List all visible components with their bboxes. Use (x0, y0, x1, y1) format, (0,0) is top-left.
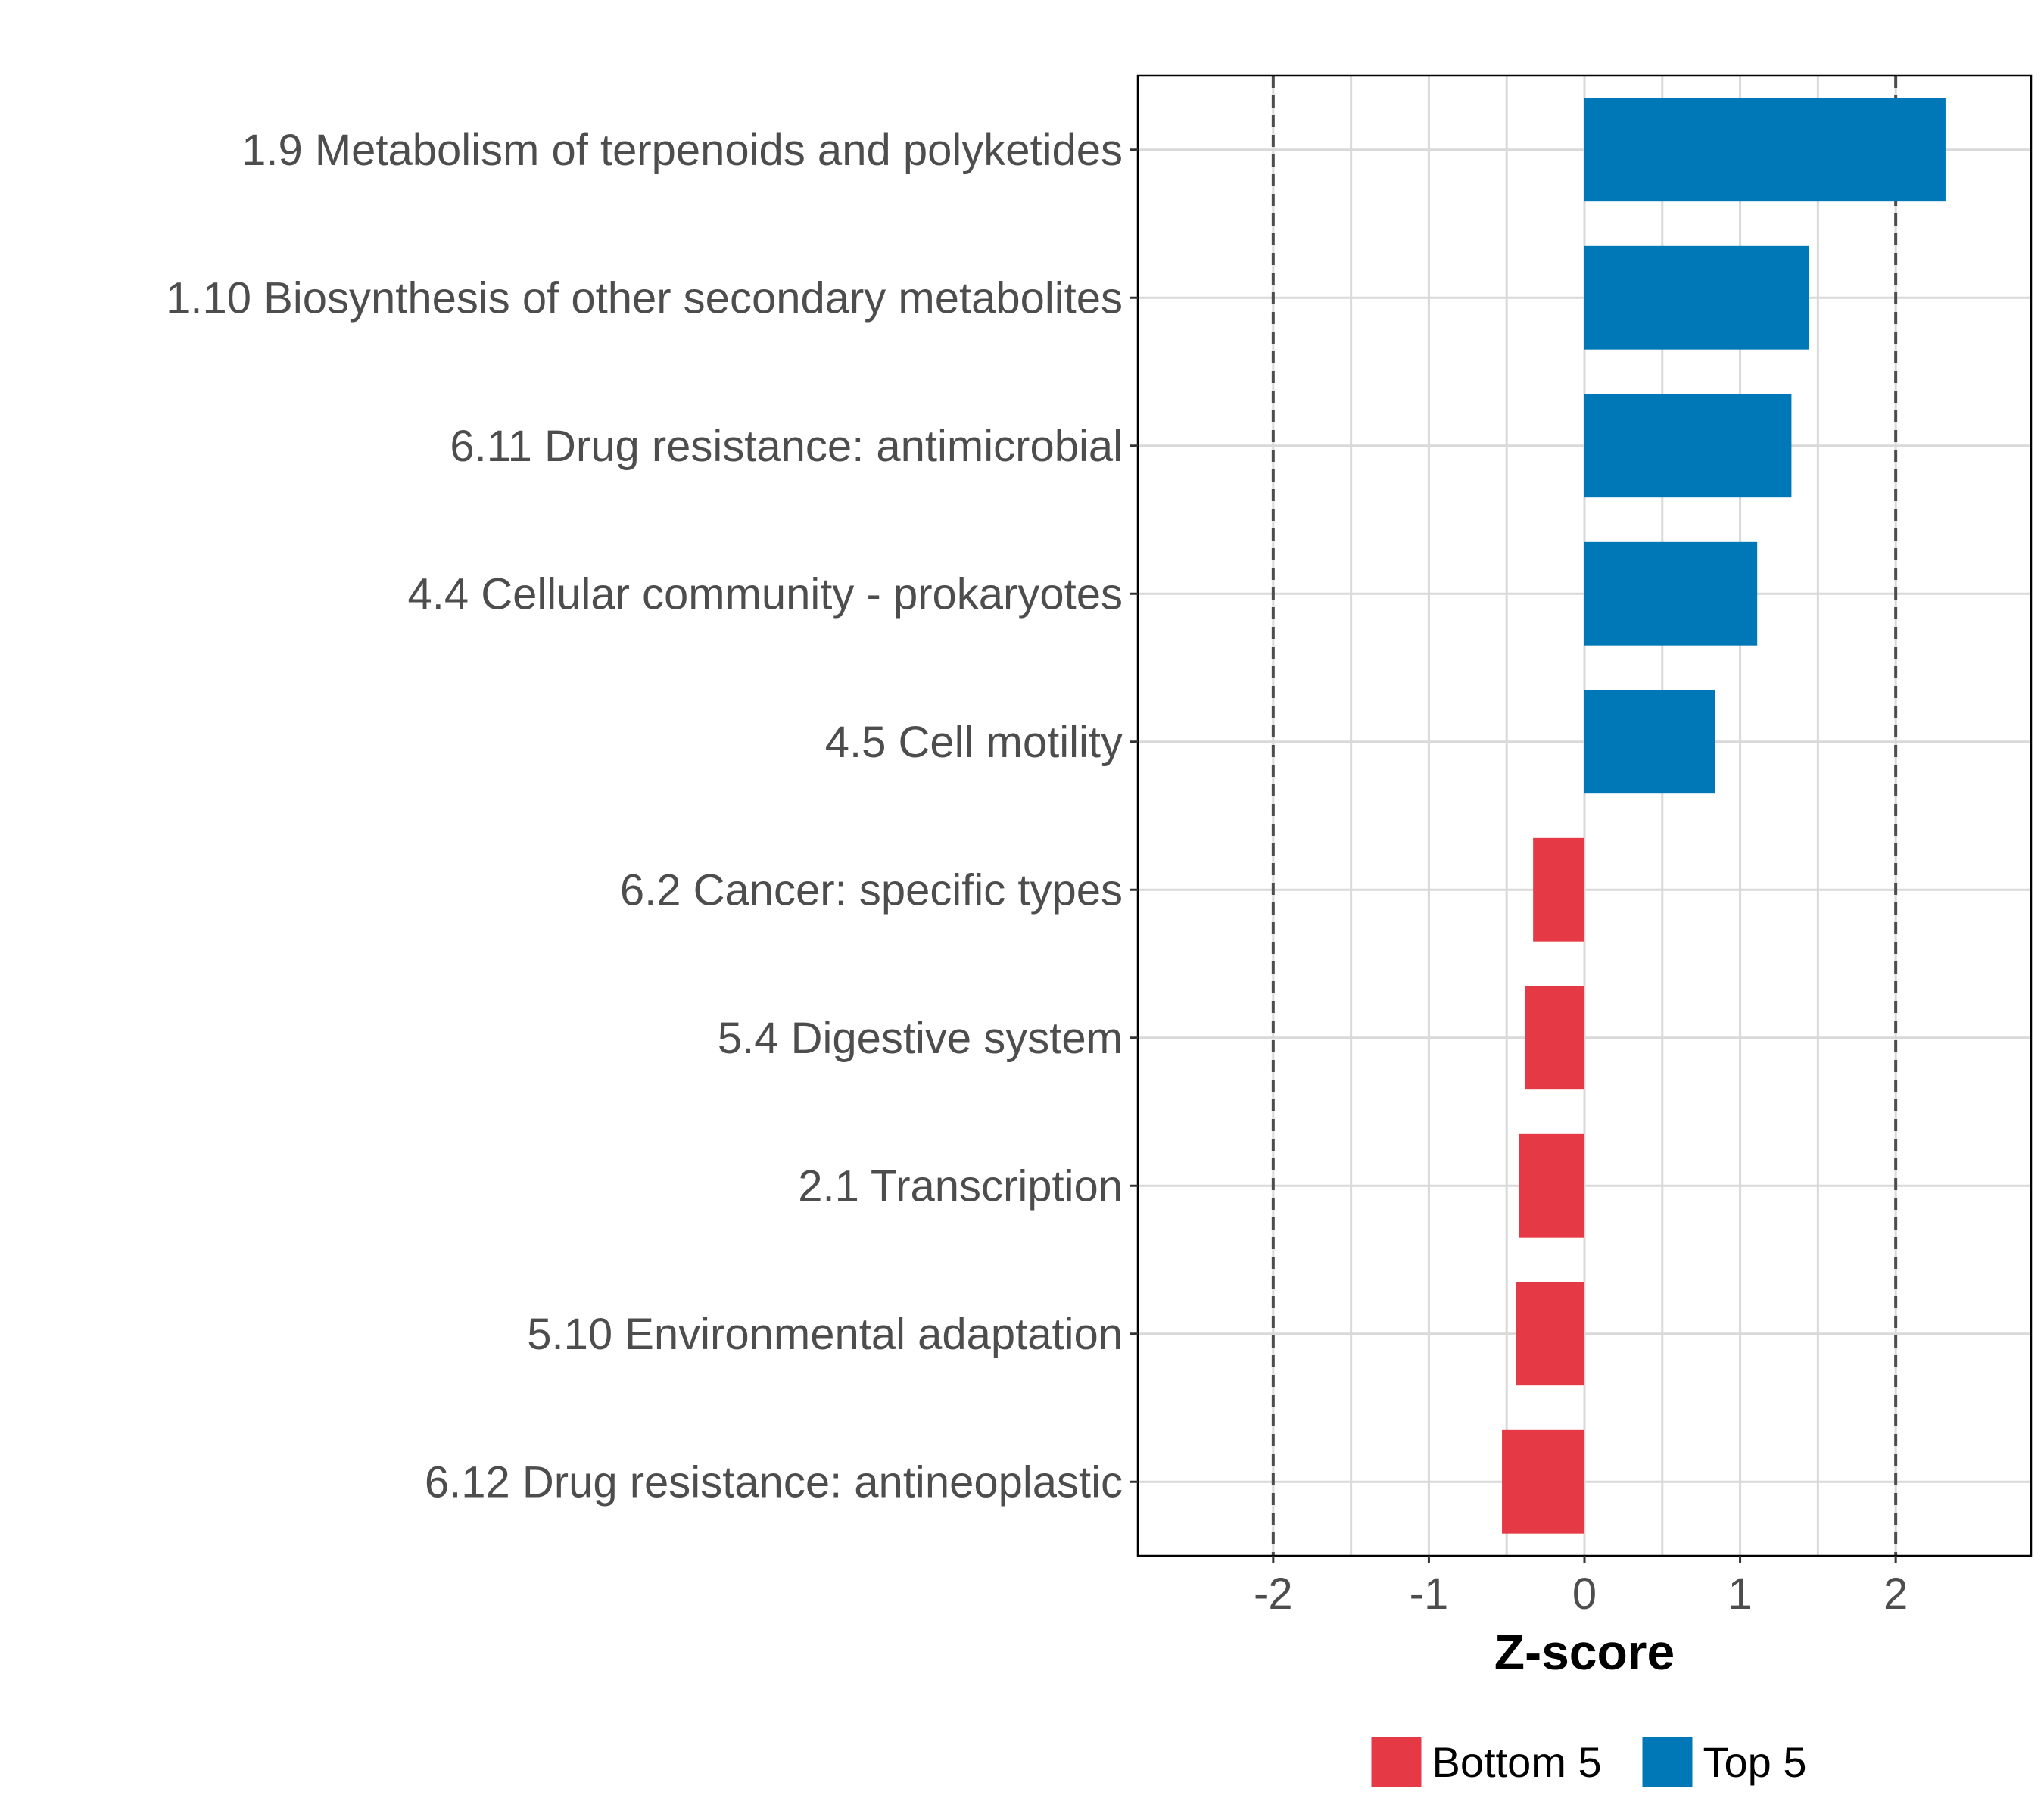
bars (1502, 98, 1946, 1534)
x-axis-ticks: -2 -1 0 1 2 (1254, 1556, 1908, 1619)
legend-key (1371, 1737, 1422, 1787)
bar (1533, 837, 1584, 942)
category-label: 1.10 Biosynthesis of other secondary met… (166, 273, 1123, 323)
bar (1519, 1133, 1584, 1238)
bar (1584, 245, 1809, 350)
bar (1584, 98, 1946, 202)
legend-label: Top 5 (1703, 1738, 1807, 1786)
category-label: 4.5 Cell motility (825, 718, 1123, 767)
x-tick-label: -2 (1254, 1569, 1293, 1619)
bar (1584, 541, 1758, 646)
bar (1516, 1282, 1584, 1386)
y-axis-ticks: 1.9 Metabolism of terpenoids and polyket… (166, 126, 1138, 1507)
reference-lines (1271, 76, 1898, 1556)
category-label: 2.1 Transcription (798, 1161, 1123, 1211)
x-axis-title: Z-score (1494, 1624, 1675, 1680)
legend-key (1642, 1737, 1693, 1787)
x-tick-label: 1 (1728, 1569, 1752, 1619)
bar (1525, 986, 1584, 1090)
category-label: 4.4 Cellular community - prokaryotes (408, 569, 1123, 619)
x-tick-label: -1 (1410, 1569, 1449, 1619)
category-label: 5.10 Environmental adaptation (527, 1310, 1123, 1359)
x-tick-label: 0 (1572, 1569, 1597, 1619)
bar (1502, 1429, 1584, 1534)
category-label: 1.9 Metabolism of terpenoids and polyket… (241, 126, 1123, 175)
category-label: 5.4 Digestive system (718, 1014, 1123, 1063)
legend: Bottom 5 Top 5 (1371, 1737, 1807, 1787)
bar (1584, 690, 1715, 794)
category-label: 6.12 Drug resistance: antineoplastic (425, 1457, 1123, 1507)
bar (1584, 394, 1792, 498)
category-label: 6.2 Cancer: specific types (620, 865, 1123, 915)
legend-label: Bottom 5 (1432, 1738, 1602, 1786)
x-tick-label: 2 (1884, 1569, 1908, 1619)
category-label: 6.11 Drug resistance: antimicrobial (450, 422, 1123, 471)
